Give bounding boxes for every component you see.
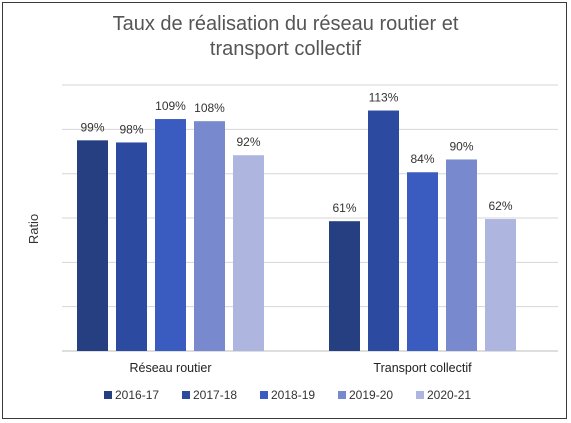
category-labels: Réseau routier Transport collectif [130,361,473,375]
legend-label: 2019-20 [349,388,393,402]
bar-value-label: 109% [155,99,186,113]
legend-label: 2020-21 [427,388,471,402]
legend-item: 2016-17 [104,388,159,402]
legend-swatch [182,391,190,399]
legend-swatch [416,391,424,399]
bar-value-label: 61% [332,201,356,215]
chart-title: Taux de réalisation du réseau routier et… [0,12,571,62]
chart-title-line-2: transport collectif [209,38,362,60]
bar-2017-18-transport-collectif [368,110,399,351]
legend-item: 2018-19 [260,388,315,402]
legend-swatch [104,391,112,399]
chart-title-line-1: Taux de réalisation du réseau routier et [112,13,459,35]
bar-value-label: 62% [488,199,512,213]
bar-2017-18-reseau-routier [116,142,147,351]
bar-value-label: 92% [236,135,260,149]
legend-item: 2017-18 [182,388,237,402]
bar-2020-21-reseau-routier [233,155,264,351]
bar-2016-17-transport-collectif [329,221,360,351]
legend-swatch [338,391,346,399]
legend-label: 2018-19 [271,388,315,402]
bar-value-label: 99% [80,120,104,134]
bar-value-label: 108% [194,101,225,115]
bar-2019-20-transport-collectif [446,159,477,351]
bar-2018-19-transport-collectif [407,172,438,351]
category-label: Transport collectif [373,361,472,375]
bar-value-label: 84% [410,152,434,166]
bar-2016-17-reseau-routier [77,140,108,351]
y-axis-label: Ratio [26,214,41,244]
bar-value-label: 113% [369,91,399,105]
bar-2019-20-reseau-routier [194,121,225,352]
legend-swatch [260,391,268,399]
legend: 2016-17 2017-18 2018-19 2019-20 2020-21 [104,388,471,402]
bar-2018-19-reseau-routier [155,119,186,351]
legend-item: 2020-21 [416,388,471,402]
legend-item: 2019-20 [338,388,393,402]
bar-value-label: 90% [449,139,473,153]
legend-label: 2017-18 [193,388,237,402]
bars [77,110,516,352]
bar-value-label: 98% [119,122,143,136]
bar-2020-21-transport-collectif [485,219,516,351]
category-label: Réseau routier [130,361,212,375]
legend-label: 2016-17 [115,388,159,402]
bar-value-labels: 99% 98% 109% 108% 92% 61% 113% 84% 90% 62% [80,91,512,216]
